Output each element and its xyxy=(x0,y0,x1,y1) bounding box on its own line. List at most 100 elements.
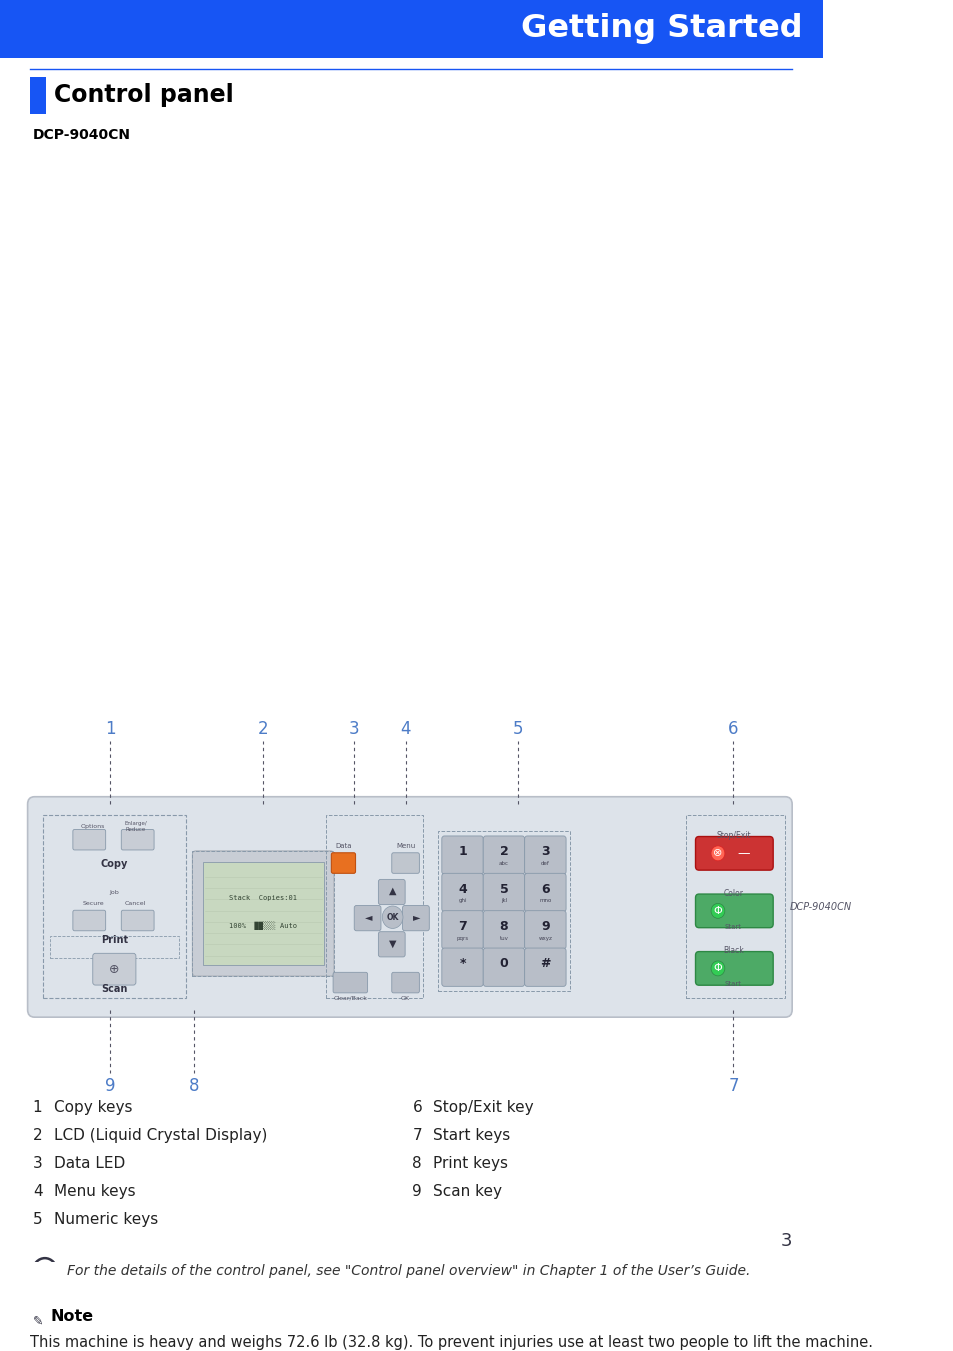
FancyBboxPatch shape xyxy=(441,873,483,912)
Text: Stop/Exit: Stop/Exit xyxy=(716,831,750,840)
Text: —: — xyxy=(737,847,749,859)
FancyBboxPatch shape xyxy=(441,836,483,874)
Text: 1: 1 xyxy=(457,846,466,858)
Text: 1: 1 xyxy=(32,1100,42,1116)
Text: wxyz: wxyz xyxy=(537,935,552,940)
Text: Black: Black xyxy=(722,946,743,955)
Text: Secure: Secure xyxy=(82,901,104,905)
Text: ►: ► xyxy=(413,912,420,923)
FancyBboxPatch shape xyxy=(524,873,565,912)
Text: For the details of the control panel, see "Control panel overview" in Chapter 1 : For the details of the control panel, se… xyxy=(68,1265,750,1278)
Text: 4: 4 xyxy=(400,720,411,739)
Text: 2: 2 xyxy=(499,846,508,858)
Text: 8: 8 xyxy=(412,1156,421,1171)
Text: DCP-9040CN: DCP-9040CN xyxy=(789,902,851,912)
Text: 8: 8 xyxy=(189,1077,199,1096)
FancyBboxPatch shape xyxy=(483,948,524,986)
Text: 5: 5 xyxy=(32,1212,42,1227)
Circle shape xyxy=(710,961,724,975)
Text: 9: 9 xyxy=(412,1185,422,1200)
Text: Start keys: Start keys xyxy=(433,1128,510,1143)
Text: ⊕: ⊕ xyxy=(109,963,119,975)
FancyBboxPatch shape xyxy=(331,1300,492,1351)
Text: Menu: Menu xyxy=(395,843,415,850)
Text: 6: 6 xyxy=(540,882,549,896)
Text: def: def xyxy=(540,861,549,866)
Text: Options: Options xyxy=(81,824,105,830)
Text: Cancel: Cancel xyxy=(125,901,146,905)
FancyBboxPatch shape xyxy=(402,905,429,931)
Text: Copy keys: Copy keys xyxy=(53,1100,132,1116)
Text: ghi: ghi xyxy=(457,898,466,902)
Text: Scan key: Scan key xyxy=(433,1185,501,1200)
FancyBboxPatch shape xyxy=(483,836,524,874)
FancyBboxPatch shape xyxy=(354,905,380,931)
Text: pqrs: pqrs xyxy=(456,935,468,940)
Text: ✎: ✎ xyxy=(32,1315,43,1327)
Text: Note: Note xyxy=(50,1309,93,1324)
Text: Print keys: Print keys xyxy=(433,1156,508,1171)
FancyBboxPatch shape xyxy=(92,954,135,985)
Text: Stop/Exit key: Stop/Exit key xyxy=(433,1100,534,1116)
FancyBboxPatch shape xyxy=(483,873,524,912)
Text: 3: 3 xyxy=(348,720,358,739)
Text: jkl: jkl xyxy=(500,898,507,902)
Text: 5: 5 xyxy=(499,882,508,896)
FancyBboxPatch shape xyxy=(121,830,154,850)
Text: Control panel: Control panel xyxy=(53,84,233,107)
FancyBboxPatch shape xyxy=(392,852,419,873)
FancyBboxPatch shape xyxy=(524,948,565,986)
FancyBboxPatch shape xyxy=(378,932,405,957)
Text: 7: 7 xyxy=(457,920,466,934)
FancyBboxPatch shape xyxy=(331,852,355,873)
FancyBboxPatch shape xyxy=(441,911,483,948)
Text: 1: 1 xyxy=(105,720,115,739)
Text: 6: 6 xyxy=(412,1100,422,1116)
Text: 9: 9 xyxy=(540,920,549,934)
Text: 100%  ██░░░ Auto: 100% ██░░░ Auto xyxy=(229,921,297,931)
Bar xyxy=(193,851,334,975)
Text: 6: 6 xyxy=(727,720,738,739)
Text: *: * xyxy=(458,958,465,970)
Text: #: # xyxy=(539,958,550,970)
Text: Copy: Copy xyxy=(101,859,128,869)
Text: Φ: Φ xyxy=(713,963,721,974)
Text: Φ: Φ xyxy=(713,907,721,916)
FancyBboxPatch shape xyxy=(203,862,323,965)
Text: Menu keys: Menu keys xyxy=(53,1185,135,1200)
Text: tuv: tuv xyxy=(499,935,508,940)
Text: DCP-9040CN: DCP-9040CN xyxy=(32,127,131,142)
Bar xyxy=(43,816,185,998)
Text: Start: Start xyxy=(724,924,741,929)
Text: This machine is heavy and weighs 72.6 lb (32.8 kg). To prevent injuries use at l: This machine is heavy and weighs 72.6 lb… xyxy=(30,1335,872,1350)
FancyBboxPatch shape xyxy=(28,797,791,1017)
Bar xyxy=(0,0,822,58)
FancyBboxPatch shape xyxy=(333,973,367,993)
Text: ▼: ▼ xyxy=(389,939,395,948)
Bar xyxy=(326,816,422,998)
Text: 7: 7 xyxy=(727,1077,738,1096)
Circle shape xyxy=(710,846,724,861)
Text: Data: Data xyxy=(335,843,352,850)
Text: 2: 2 xyxy=(32,1128,42,1143)
Text: Data LED: Data LED xyxy=(53,1156,125,1171)
Text: abc: abc xyxy=(498,861,508,866)
FancyBboxPatch shape xyxy=(524,836,565,874)
Text: ▲: ▲ xyxy=(389,886,395,896)
Text: Stack  Copies:01: Stack Copies:01 xyxy=(229,896,297,901)
Text: 3: 3 xyxy=(540,846,549,858)
Text: Numeric keys: Numeric keys xyxy=(53,1212,157,1227)
Text: LCD (Liquid Crystal Display): LCD (Liquid Crystal Display) xyxy=(53,1128,267,1143)
Text: 8: 8 xyxy=(499,920,508,934)
FancyBboxPatch shape xyxy=(441,948,483,986)
FancyBboxPatch shape xyxy=(483,911,524,948)
Text: 9: 9 xyxy=(105,1077,115,1096)
Text: Job: Job xyxy=(110,890,119,894)
Bar xyxy=(437,831,570,992)
Text: Getting Started: Getting Started xyxy=(520,14,801,45)
Text: Color: Color xyxy=(722,889,742,897)
Bar xyxy=(30,77,46,113)
Text: 4: 4 xyxy=(457,882,466,896)
Text: Clear/Back: Clear/Back xyxy=(333,996,367,1001)
FancyBboxPatch shape xyxy=(695,951,772,985)
